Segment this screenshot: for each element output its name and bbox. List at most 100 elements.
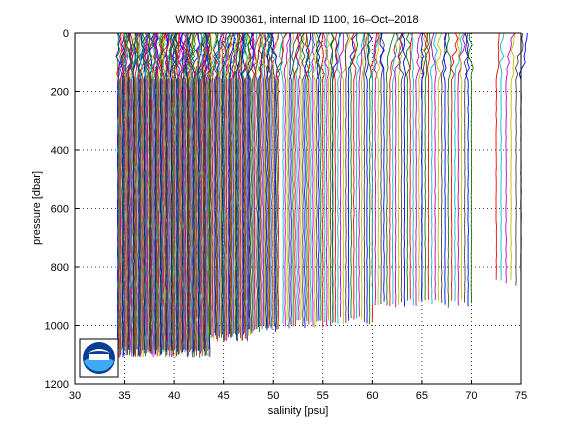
salinity-profile-line [275,32,288,329]
salinity-profile-line [246,32,255,330]
salinity-profile-line [194,32,203,350]
salinity-profile-line [165,32,176,356]
salinity-profile-line [153,32,161,352]
x-axis-ticks: 30 35 40 45 50 55 60 65 70 75 [69,380,527,402]
salinity-profile-line [363,32,367,322]
salinity-profile-line [188,32,196,358]
salinity-profile-line [151,32,159,351]
salinity-profile-line [162,32,171,352]
salinity-profile-line [436,32,443,301]
salinity-profile-line [464,32,470,307]
salinity-profile-line [158,32,167,356]
salinity-profile-line [266,32,272,329]
salinity-profile-line [463,32,469,303]
salinity-profile-line [224,32,234,336]
x-tick-label: 45 [218,390,230,402]
salinity-profile-line [268,32,274,328]
salinity-profile-line [252,32,257,330]
x-tick-label: 65 [416,390,428,402]
salinity-profile-line [199,32,209,354]
salinity-profile-line [152,32,157,357]
salinity-profile-line [454,32,465,302]
x-tick-label: 55 [317,390,329,402]
salinity-profile-line [315,32,323,322]
salinity-profile-line [137,32,142,358]
y-tick-label: 1200 [45,379,69,391]
salinity-profile-line [223,32,235,342]
x-tick-label: 70 [465,390,477,402]
salinity-profile-line [121,32,130,350]
salinity-profile-line [162,32,170,351]
salinity-profile-line [132,32,137,357]
salinity-profile-line [201,32,211,357]
salinity-profile-line [450,32,459,301]
salinity-profile-line [180,32,192,354]
salinity-profile-line [141,32,148,358]
salinity-profile-line [146,32,151,352]
salinity-profile-line [242,32,249,340]
salinity-profile-line [186,32,192,353]
salinity-profile-line [173,32,179,356]
salinity-profile-line [235,32,247,341]
salinity-profile-line [227,32,236,338]
x-axis-label: salinity [psu] [268,405,329,417]
salinity-profile-line [220,32,232,338]
salinity-profile-line [186,32,198,350]
salinity-profile-line [145,32,156,354]
salinity-profile-line [128,32,133,350]
salinity-profile-line [202,32,208,356]
salinity-profile-line [276,32,287,330]
salinity-profile-line [115,32,121,352]
salinity-profile-line [237,32,245,334]
salinity-profile-line [121,32,126,350]
salinity-profile-line [400,32,407,307]
salinity-profile-line [155,32,167,357]
salinity-profile-line [223,32,232,340]
salinity-profile-line [349,32,359,319]
salinity-profile-line [213,32,218,334]
salinity-profile-line [255,32,265,330]
salinity-profile-line [510,32,516,280]
salinity-profile-line [279,32,284,325]
y-tick-label: 400 [51,145,69,157]
salinity-profile-line [144,32,150,353]
salinity-profile-line [165,32,169,352]
salinity-profile-line [423,32,431,300]
salinity-profile-line [324,32,330,323]
salinity-profile-line [410,32,414,306]
salinity-profile-line [210,32,218,338]
salinity-profile-line [265,32,273,329]
salinity-profile-line [394,32,404,308]
salinity-profile-line [150,32,156,354]
salinity-profile-line [457,32,466,306]
salinity-profile-line [286,32,295,321]
salinity-profile-line [408,32,413,300]
salinity-profile-line [241,32,248,333]
salinity-profile-line [140,32,149,357]
salinity-profile-line [157,32,170,357]
salinity-profile-line [182,32,192,350]
salinity-profile-line [495,32,500,280]
salinity-profile-line [169,32,176,351]
salinity-profile-line [259,32,265,329]
salinity-profile-line [238,32,246,333]
salinity-profile-line [311,32,316,327]
salinity-profile-line [159,32,165,354]
salinity-profile-line [216,32,224,337]
salinity-profile-line [198,32,209,351]
salinity-profile-line [216,32,225,342]
salinity-profile-line [172,32,178,358]
salinity-profile-line [320,32,325,328]
salinity-profile-line [269,32,276,327]
salinity-profile-line [315,32,322,321]
salinity-profile-line [267,32,274,327]
salinity-profile-line [329,32,335,323]
salinity-profile-line [231,32,238,337]
salinity-profile-line [173,32,184,352]
salinity-profile-line [271,32,278,332]
salinity-profile-line [116,32,121,350]
salinity-profile-line [430,32,437,301]
salinity-profile-line [397,32,406,305]
noaa-logo [79,338,119,378]
